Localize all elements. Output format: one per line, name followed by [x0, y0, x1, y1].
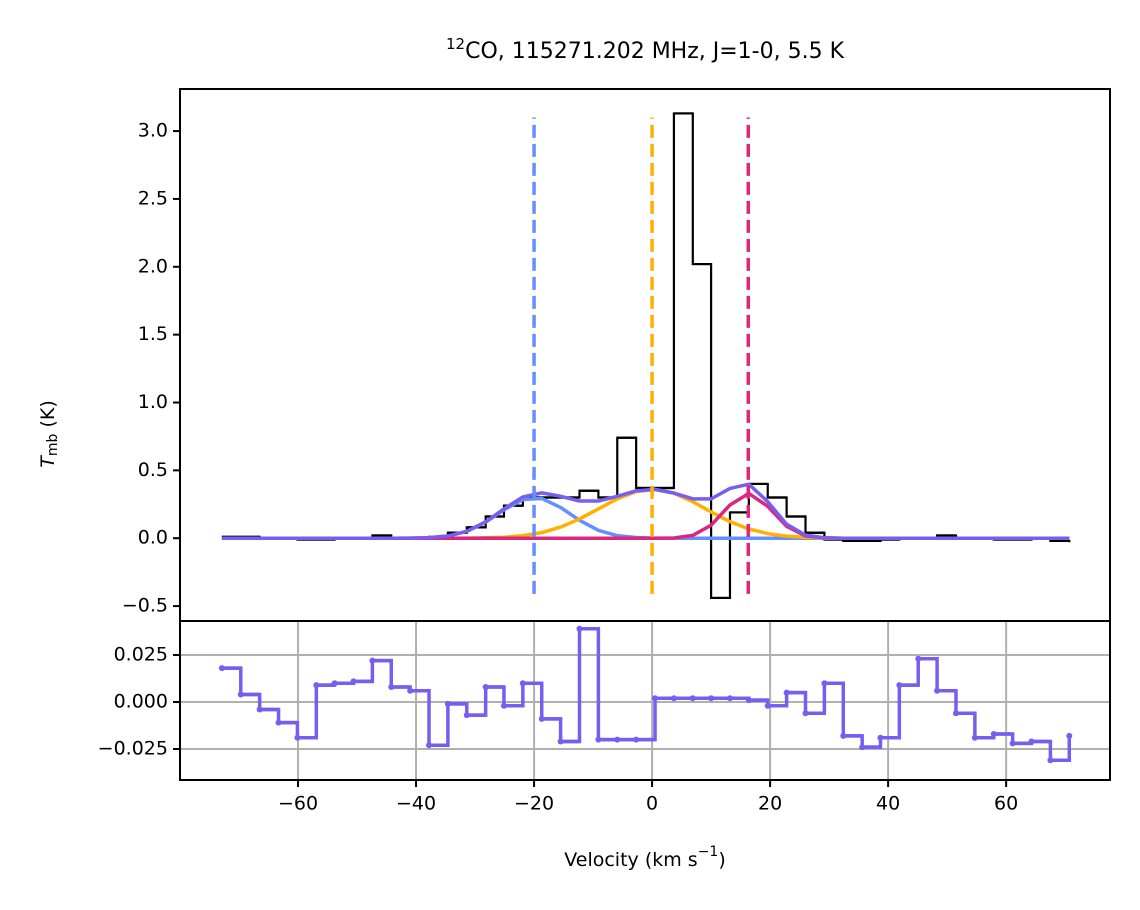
x-tick-label: 40: [876, 793, 900, 815]
point-marker: [614, 736, 621, 743]
point-marker: [426, 742, 433, 749]
point-marker: [633, 736, 640, 743]
point-marker: [331, 680, 338, 687]
point-marker: [1028, 738, 1035, 745]
x-tick-label: −40: [396, 793, 436, 815]
y-label-unit: (K): [37, 400, 59, 433]
chart-title: 12CO, 115271.202 MHz, J=1-0, 5.5 K: [446, 35, 845, 65]
x-tick-label: 60: [994, 793, 1018, 815]
point-marker: [407, 687, 414, 694]
point-marker: [745, 697, 752, 704]
point-marker: [218, 665, 225, 672]
y-tick-label: 1.5: [138, 323, 168, 345]
plot-area: [180, 621, 1110, 780]
point-marker: [934, 687, 941, 694]
point-marker: [519, 680, 526, 687]
axes-frame: [179, 620, 1111, 781]
point-marker: [689, 695, 696, 702]
y-tick-label: −0.5: [122, 595, 168, 617]
x-label-sup: −1: [698, 844, 719, 860]
x-axis-label: Velocity (km s−1): [564, 844, 726, 871]
point-marker: [821, 680, 828, 687]
x-tick-label: 0: [646, 793, 658, 815]
point-marker: [595, 736, 602, 743]
point-marker: [764, 702, 771, 709]
point-marker: [369, 657, 376, 664]
point-marker: [708, 695, 715, 702]
y-label-sub: mb: [45, 433, 61, 456]
x-tick-label: −20: [514, 793, 554, 815]
point-marker: [915, 655, 922, 662]
point-marker: [482, 683, 489, 690]
point-marker: [275, 719, 282, 726]
point-marker: [802, 710, 809, 717]
x-tick-label: 20: [758, 793, 782, 815]
point-marker: [256, 706, 263, 713]
point-marker: [1009, 740, 1016, 747]
point-marker: [896, 682, 903, 689]
point-marker: [840, 732, 847, 739]
point-marker: [990, 730, 997, 737]
point-marker: [783, 689, 790, 696]
point-marker: [952, 710, 959, 717]
title-sup: 12: [446, 35, 465, 53]
y-tick-label: 2.5: [138, 187, 168, 209]
point-marker: [877, 734, 884, 741]
y-tick-label: 0.5: [138, 459, 168, 481]
y-tick-label: 0.0: [138, 527, 168, 549]
y-label-symbol: T: [37, 455, 59, 468]
y-tick-label: −0.025: [98, 737, 168, 759]
x-label-text: Velocity (km s: [564, 849, 697, 871]
x-tick-label: −60: [278, 793, 318, 815]
point-marker: [237, 691, 244, 698]
point-marker: [313, 682, 320, 689]
point-marker: [294, 734, 301, 741]
x-label-end: ): [718, 849, 725, 871]
model-line: [221, 482, 1070, 540]
y-tick-label: 0.000: [114, 691, 168, 713]
point-marker: [463, 712, 470, 719]
point-marker: [1066, 732, 1073, 739]
point-marker: [576, 625, 583, 632]
point-marker: [971, 734, 978, 741]
point-marker: [444, 700, 451, 707]
point-marker: [350, 678, 357, 685]
point-marker: [388, 683, 395, 690]
point-marker: [652, 695, 659, 702]
point-marker: [557, 738, 564, 745]
plot-area: [221, 112, 1071, 600]
point-marker: [859, 744, 866, 751]
y-tick-label: 2.0: [138, 255, 168, 277]
y-tick-label: 0.025: [114, 644, 168, 666]
point-marker: [1047, 757, 1054, 764]
y-tick-label: 3.0: [138, 120, 168, 142]
point-marker: [670, 695, 677, 702]
y-tick-label: 1.0: [138, 391, 168, 413]
y-axis-label: Tmb (K): [37, 400, 62, 467]
point-marker: [538, 715, 545, 722]
point-marker: [726, 695, 733, 702]
title-text: CO, 115271.202 MHz, J=1-0, 5.5 K: [465, 39, 845, 64]
point-marker: [500, 702, 507, 709]
